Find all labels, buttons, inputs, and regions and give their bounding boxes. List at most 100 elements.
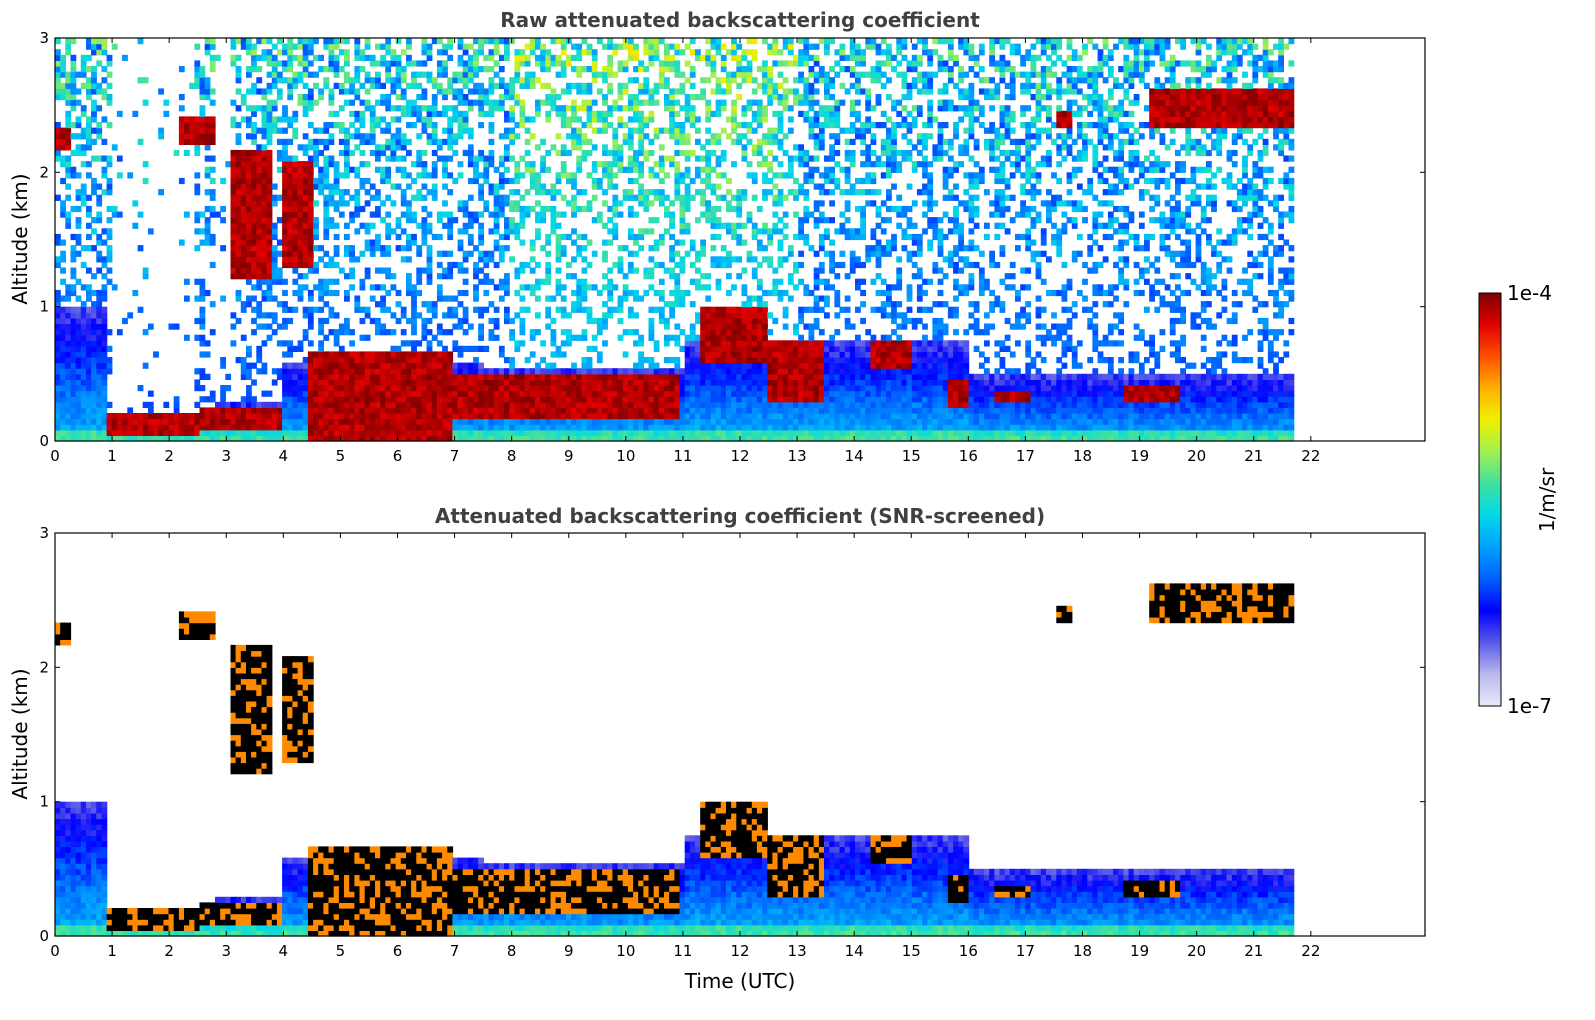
heatmap-cell: [261, 261, 268, 269]
heatmap-cell: [669, 233, 675, 241]
heatmap-cell: [689, 239, 696, 246]
heatmap-cell: [246, 390, 252, 397]
heatmap-cell: [689, 71, 696, 78]
heatmap-cell: [235, 424, 242, 431]
heatmap-cell: [390, 424, 397, 431]
heatmap-cell: [462, 116, 469, 123]
heatmap-cell: [478, 172, 484, 179]
heatmap-cell: [70, 418, 77, 425]
heatmap-cell: [596, 435, 603, 442]
heatmap-cell: [669, 368, 675, 375]
heatmap-cell: [101, 334, 108, 341]
heatmap-cell: [436, 144, 443, 151]
heatmap-cell: [106, 71, 113, 78]
heatmap-cell: [431, 351, 438, 358]
heatmap-cell: [333, 183, 340, 190]
heatmap-cell: [65, 166, 72, 173]
heatmap-cell: [328, 43, 335, 50]
heatmap-cell: [127, 312, 134, 319]
heatmap-cell: [545, 401, 552, 408]
heatmap-cell: [96, 194, 103, 201]
heatmap-cell: [256, 301, 263, 308]
heatmap-cell: [545, 54, 552, 61]
heatmap-cell: [287, 116, 294, 123]
heatmap-cell: [323, 250, 330, 257]
heatmap-cell: [493, 334, 500, 341]
heatmap-cell: [442, 155, 448, 162]
heatmap-cell: [256, 407, 263, 414]
heatmap-cell: [380, 429, 386, 436]
heatmap-cell: [137, 424, 144, 431]
heatmap-cell: [173, 424, 180, 431]
heatmap-cell: [194, 122, 201, 129]
heatmap-cell: [246, 161, 252, 168]
heatmap-cell: [617, 295, 624, 302]
heatmap-cell: [452, 390, 459, 397]
heatmap-cell: [488, 149, 495, 157]
heatmap-cell: [101, 340, 108, 347]
heatmap-cell: [313, 351, 319, 358]
heatmap-cell: [457, 368, 464, 375]
heatmap-cell: [524, 205, 531, 213]
heatmap-cell: [483, 407, 490, 414]
heatmap-cell: [535, 38, 541, 45]
heatmap-cell: [307, 228, 314, 235]
heatmap-cell: [695, 368, 701, 375]
heatmap-cell: [447, 116, 454, 123]
heatmap-cell: [96, 127, 103, 134]
heatmap-cell: [106, 267, 113, 274]
heatmap-cell: [411, 289, 417, 297]
heatmap-cell: [498, 396, 505, 403]
heatmap-cell: [695, 435, 701, 442]
heatmap-cell: [333, 233, 340, 241]
heatmap-cell: [741, 323, 748, 330]
heatmap-cell: [375, 401, 381, 408]
heatmap-cell: [535, 183, 541, 190]
heatmap-cell: [509, 200, 515, 207]
heatmap-cell: [689, 66, 696, 73]
heatmap-cell: [209, 261, 216, 269]
heatmap-cell: [431, 99, 438, 106]
heatmap-cell: [462, 396, 469, 403]
heatmap-cell: [658, 66, 665, 73]
heatmap-cell: [189, 429, 195, 436]
heatmap-cell: [385, 273, 392, 280]
heatmap-cell: [251, 138, 257, 145]
heatmap-cell: [545, 362, 552, 369]
heatmap-cell: [178, 127, 185, 134]
heatmap-cell: [436, 233, 443, 241]
heatmap-cell: [220, 295, 226, 302]
heatmap-cell: [75, 144, 82, 151]
heatmap-cell: [426, 435, 433, 442]
heatmap-cell: [664, 401, 670, 408]
heatmap-cell: [643, 413, 650, 420]
heatmap-cell: [344, 435, 350, 442]
heatmap-cell: [385, 99, 392, 106]
heatmap-cell: [715, 278, 722, 285]
heatmap-cell: [400, 138, 407, 145]
heatmap-cell: [96, 38, 103, 45]
heatmap-cell: [488, 77, 495, 84]
heatmap-cell: [576, 429, 583, 436]
heatmap-cell: [359, 424, 366, 431]
heatmap-cell: [313, 418, 319, 425]
heatmap-cell: [235, 239, 242, 246]
heatmap-cell: [199, 396, 206, 403]
heatmap-cell: [746, 340, 753, 347]
heatmap-cell: [421, 390, 428, 397]
heatmap-cell: [328, 60, 335, 67]
heatmap-cell: [251, 200, 257, 207]
heatmap-cell: [380, 329, 386, 336]
heatmap-cell: [488, 278, 495, 285]
heatmap-cell: [209, 424, 216, 431]
heatmap-cell: [452, 177, 459, 185]
heatmap-cell: [158, 418, 164, 425]
heatmap-cell: [462, 127, 469, 134]
heatmap-cell: [452, 94, 459, 101]
heatmap-cell: [689, 385, 696, 392]
heatmap-cell: [209, 138, 216, 145]
heatmap-cell: [240, 362, 247, 369]
heatmap-cell: [271, 222, 278, 229]
heatmap-cell: [251, 245, 257, 252]
